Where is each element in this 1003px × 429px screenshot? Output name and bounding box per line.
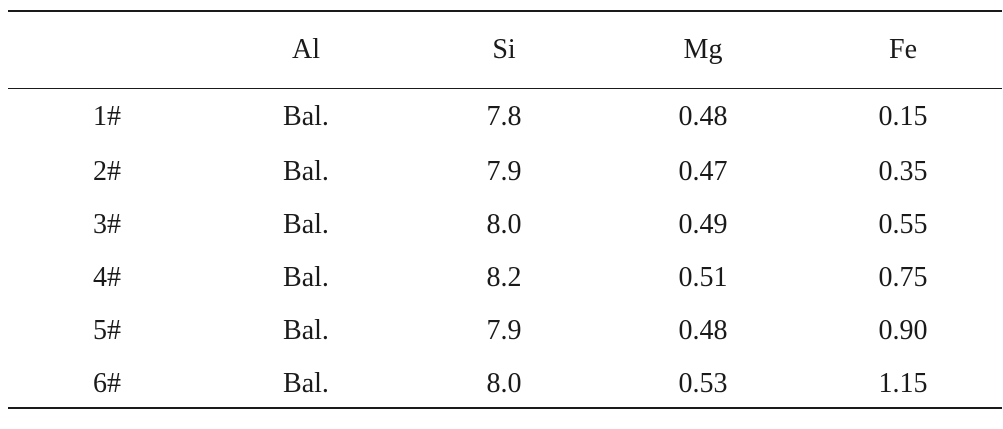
cell-fe: 0.15 bbox=[878, 101, 928, 132]
cell-mg: 0.48 bbox=[678, 315, 728, 346]
cell-sample: 5# bbox=[93, 315, 121, 346]
cell-mg: 0.49 bbox=[678, 209, 728, 240]
cell-al: Bal. bbox=[283, 101, 329, 132]
header-cell-al: Al bbox=[292, 34, 320, 65]
cell-sample: 6# bbox=[93, 368, 121, 399]
header-cell-fe: Fe bbox=[889, 34, 917, 65]
composition-table: Al Si Mg Fe 1# Bal. 7.8 0.48 0.15 2# Bal… bbox=[8, 12, 1002, 410]
cell-fe: 0.55 bbox=[878, 209, 928, 240]
table-row: 6# Bal. 8.0 0.53 1.15 bbox=[8, 357, 1002, 410]
table-top-rule bbox=[8, 10, 1002, 12]
cell-sample: 4# bbox=[93, 262, 121, 293]
cell-si: 7.9 bbox=[486, 315, 522, 346]
table-bottom-rule bbox=[8, 407, 1002, 409]
cell-si: 8.2 bbox=[486, 262, 522, 293]
table-row: 3# Bal. 8.0 0.49 0.55 bbox=[8, 198, 1002, 251]
header-cell-sample bbox=[8, 12, 206, 88]
table-row: 2# Bal. 7.9 0.47 0.35 bbox=[8, 145, 1002, 198]
cell-al: Bal. bbox=[283, 156, 329, 187]
table-header-row: Al Si Mg Fe bbox=[8, 12, 1002, 88]
cell-fe: 0.90 bbox=[878, 315, 928, 346]
cell-si: 8.0 bbox=[486, 368, 522, 399]
cell-al: Bal. bbox=[283, 368, 329, 399]
table-row: 1# Bal. 7.8 0.48 0.15 bbox=[8, 88, 1002, 145]
cell-al: Bal. bbox=[283, 315, 329, 346]
cell-al: Bal. bbox=[283, 262, 329, 293]
header-cell-si: Si bbox=[492, 34, 516, 65]
cell-sample: 1# bbox=[93, 101, 121, 132]
cell-si: 7.9 bbox=[486, 156, 522, 187]
cell-mg: 0.48 bbox=[678, 101, 728, 132]
cell-si: 8.0 bbox=[486, 209, 522, 240]
cell-fe: 0.75 bbox=[878, 262, 928, 293]
table-header-rule bbox=[8, 88, 1002, 89]
table-row: 5# Bal. 7.9 0.48 0.90 bbox=[8, 304, 1002, 357]
header-cell-mg: Mg bbox=[683, 34, 723, 65]
cell-sample: 3# bbox=[93, 209, 121, 240]
cell-fe: 1.15 bbox=[878, 368, 928, 399]
cell-fe: 0.35 bbox=[878, 156, 928, 187]
cell-mg: 0.53 bbox=[678, 368, 728, 399]
table-row: 4# Bal. 8.2 0.51 0.75 bbox=[8, 251, 1002, 304]
cell-sample: 2# bbox=[93, 156, 121, 187]
cell-mg: 0.47 bbox=[678, 156, 728, 187]
cell-al: Bal. bbox=[283, 209, 329, 240]
cell-si: 7.8 bbox=[486, 101, 522, 132]
cell-mg: 0.51 bbox=[678, 262, 728, 293]
